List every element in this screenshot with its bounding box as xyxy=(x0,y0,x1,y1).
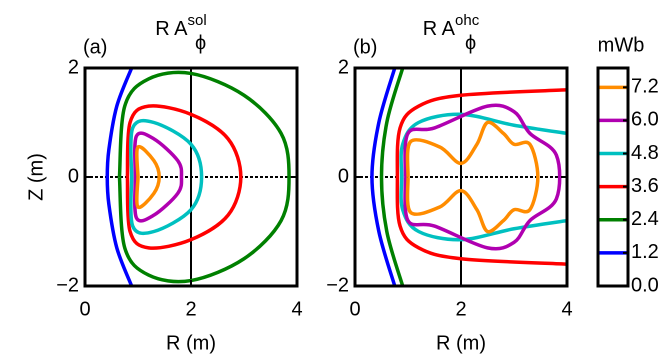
contour-line xyxy=(135,144,161,210)
title-sub: ϕ xyxy=(195,32,206,54)
colorbar-tick-label: 2.4 xyxy=(631,208,659,230)
contour-line xyxy=(125,104,243,250)
colorbar-tick-label: 3.6 xyxy=(631,175,659,197)
panel-title: R Aohc xyxy=(423,12,480,40)
colorbar-tick-label: 7.2 xyxy=(631,76,659,98)
x-axis-label: R (m) xyxy=(166,332,216,354)
plot-frame xyxy=(353,66,569,288)
colorbar-tick-label: 4.8 xyxy=(631,142,659,164)
contour-line xyxy=(370,68,397,286)
y-tick-label: −2 xyxy=(326,274,349,296)
plot-frame xyxy=(83,66,299,288)
x-tick-label: 0 xyxy=(79,298,90,320)
y-tick-label: 2 xyxy=(68,56,79,78)
panel-title: R Asol xyxy=(155,12,206,40)
contour-line xyxy=(403,103,562,251)
title-main: R A xyxy=(155,18,188,40)
contour-line xyxy=(399,112,567,242)
y-tick-label: −2 xyxy=(56,274,79,296)
contour-line xyxy=(129,118,204,236)
x-tick-label: 4 xyxy=(291,298,302,320)
x-tick-label: 0 xyxy=(349,298,360,320)
contour-line xyxy=(395,88,567,266)
y-tick-label: 0 xyxy=(338,165,349,187)
x-axis-label: R (m) xyxy=(436,332,486,354)
title-sup: sol xyxy=(188,12,207,29)
plot-area xyxy=(85,68,297,286)
colorbar-frame xyxy=(596,66,630,288)
x-tick-label: 2 xyxy=(185,298,196,320)
y-axis-label: Z (m) xyxy=(25,153,47,201)
panel-label: (b) xyxy=(353,36,377,58)
contour-line xyxy=(405,120,540,234)
contour-line xyxy=(133,131,184,223)
contour-line xyxy=(379,68,405,286)
colorbar-tick-label: 0.0 xyxy=(631,274,659,296)
contour-line xyxy=(105,68,134,286)
y-tick-label: 2 xyxy=(338,56,349,78)
colorbar-title: mWb xyxy=(598,34,645,56)
x-tick-label: 4 xyxy=(561,298,572,320)
y-tick-label: 0 xyxy=(68,165,79,187)
plot-area xyxy=(355,68,567,286)
x-tick-label: 2 xyxy=(455,298,466,320)
colorbar-tick-label: 6.0 xyxy=(631,109,659,131)
panel-label: (a) xyxy=(83,36,107,58)
title-sup: ohc xyxy=(455,12,480,29)
contour-line xyxy=(117,70,291,284)
title-sub: ϕ xyxy=(465,32,476,54)
colorbar-tick-label: 1.2 xyxy=(631,241,659,263)
title-main: R A xyxy=(423,18,456,40)
